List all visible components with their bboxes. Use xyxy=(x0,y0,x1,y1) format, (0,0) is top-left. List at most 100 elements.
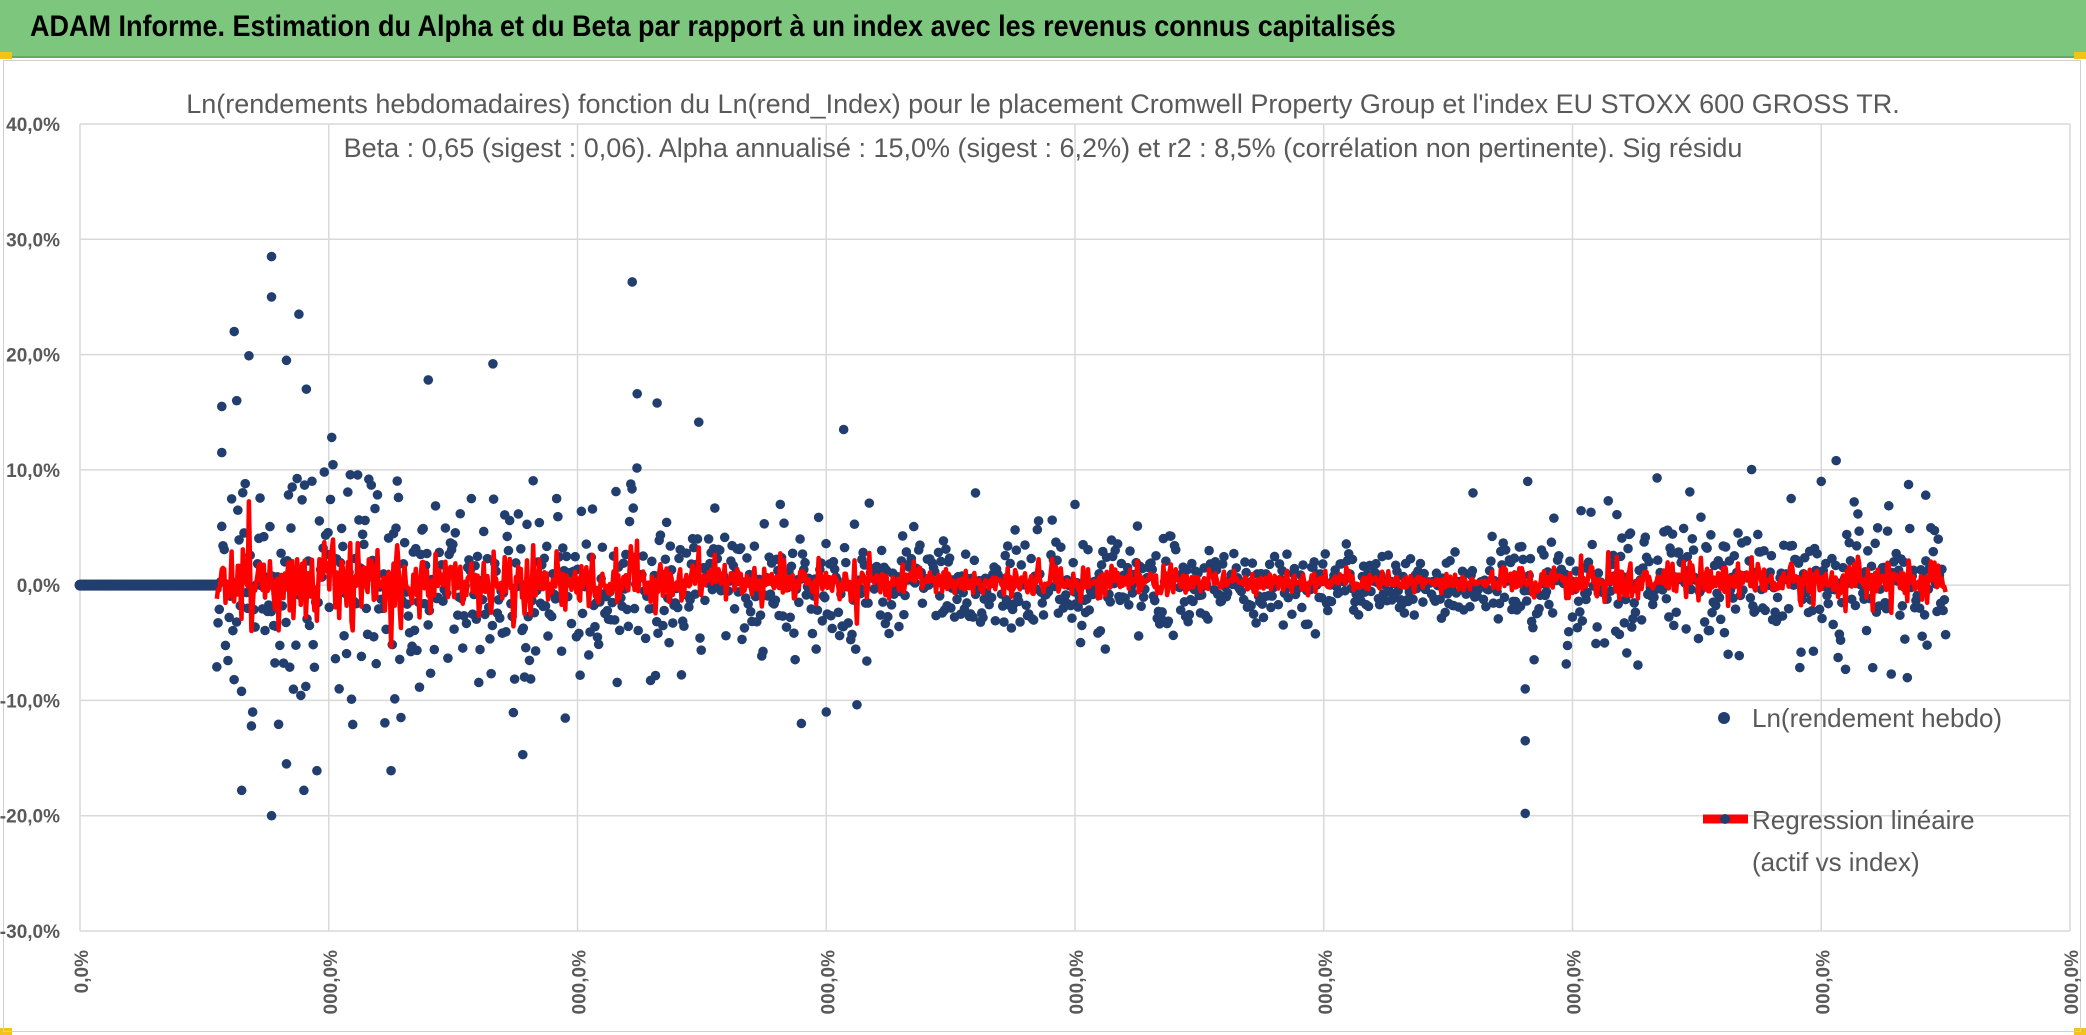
data-point xyxy=(1929,525,1940,536)
data-point xyxy=(216,521,227,532)
data-point xyxy=(1772,592,1783,603)
data-point xyxy=(1105,597,1116,607)
data-point xyxy=(661,517,672,528)
data-point xyxy=(862,656,872,666)
data-point xyxy=(946,603,956,613)
data-point xyxy=(328,459,338,470)
data-point xyxy=(797,549,808,559)
data-point xyxy=(370,503,380,514)
data-point xyxy=(864,498,875,508)
data-point xyxy=(1032,524,1043,535)
data-point xyxy=(894,621,904,632)
data-point xyxy=(1021,600,1032,611)
data-point xyxy=(742,553,752,563)
data-point xyxy=(743,599,753,609)
data-point xyxy=(247,707,258,717)
data-point xyxy=(330,653,341,664)
data-point xyxy=(1734,650,1745,661)
data-point xyxy=(418,523,428,534)
data-point xyxy=(1547,608,1558,618)
data-point xyxy=(1633,660,1643,670)
data-point xyxy=(1723,649,1733,660)
data-point xyxy=(1465,601,1475,612)
data-point xyxy=(1309,557,1319,567)
data-point xyxy=(357,529,368,540)
data-point xyxy=(1720,542,1731,552)
data-point xyxy=(638,551,648,561)
data-point xyxy=(1786,493,1796,504)
data-point xyxy=(309,662,320,673)
data-point xyxy=(834,630,845,641)
data-point xyxy=(719,532,730,543)
data-point xyxy=(1240,557,1250,567)
data-point xyxy=(1277,565,1287,576)
data-point xyxy=(1682,551,1693,562)
data-point xyxy=(1808,646,1819,657)
data-point xyxy=(1745,593,1756,603)
data-point xyxy=(504,515,515,526)
data-point xyxy=(1010,525,1020,535)
data-point xyxy=(450,528,461,538)
data-point xyxy=(339,630,349,641)
data-point xyxy=(1562,640,1573,651)
data-point xyxy=(574,628,584,639)
outlier-point xyxy=(1070,499,1080,510)
data-point xyxy=(394,654,405,665)
data-point xyxy=(255,493,265,503)
data-point xyxy=(1900,634,1910,644)
data-point xyxy=(368,631,379,642)
data-point xyxy=(1518,554,1528,565)
data-point xyxy=(800,557,810,568)
data-point xyxy=(494,613,505,623)
data-point xyxy=(1415,558,1426,569)
data-point xyxy=(785,612,795,623)
data-point xyxy=(1938,605,1948,616)
data-point xyxy=(236,686,247,697)
data-point xyxy=(990,615,1001,626)
data-point xyxy=(1188,596,1198,607)
data-point xyxy=(811,644,821,654)
data-point xyxy=(944,553,955,563)
data-point xyxy=(319,467,330,477)
data-point xyxy=(689,542,699,553)
data-point xyxy=(672,602,683,613)
data-point xyxy=(212,662,222,672)
data-point xyxy=(841,557,851,568)
data-point xyxy=(528,475,538,486)
data-point xyxy=(359,539,369,550)
data-point xyxy=(618,558,629,569)
data-point xyxy=(219,544,230,555)
data-point xyxy=(291,640,301,651)
data-point xyxy=(1500,545,1511,555)
data-point xyxy=(1289,563,1300,574)
data-point xyxy=(1872,523,1883,533)
data-point xyxy=(794,597,804,608)
data-point xyxy=(1599,638,1610,648)
outlier-point xyxy=(1816,476,1827,487)
data-point xyxy=(1714,592,1725,603)
data-point xyxy=(969,555,980,566)
data-point xyxy=(244,350,254,361)
data-point xyxy=(1481,601,1491,612)
data-point xyxy=(1561,659,1572,669)
data-point xyxy=(1251,618,1261,628)
data-point xyxy=(448,539,458,550)
data-point xyxy=(323,527,333,538)
data-point xyxy=(1760,605,1771,616)
data-point xyxy=(960,549,971,560)
data-point xyxy=(739,623,750,633)
data-point xyxy=(1287,609,1297,620)
data-point xyxy=(1266,602,1276,613)
data-point xyxy=(1922,640,1932,650)
outlier-point xyxy=(970,488,981,498)
data-point xyxy=(334,684,344,694)
legend-marker-dot xyxy=(1720,814,1730,824)
data-point xyxy=(508,707,519,718)
data-point xyxy=(1450,547,1460,557)
data-point xyxy=(246,721,257,731)
data-point xyxy=(1629,598,1640,608)
data-point xyxy=(1576,505,1586,516)
data-point xyxy=(346,694,357,705)
data-point xyxy=(1577,616,1588,626)
data-point xyxy=(553,511,563,522)
